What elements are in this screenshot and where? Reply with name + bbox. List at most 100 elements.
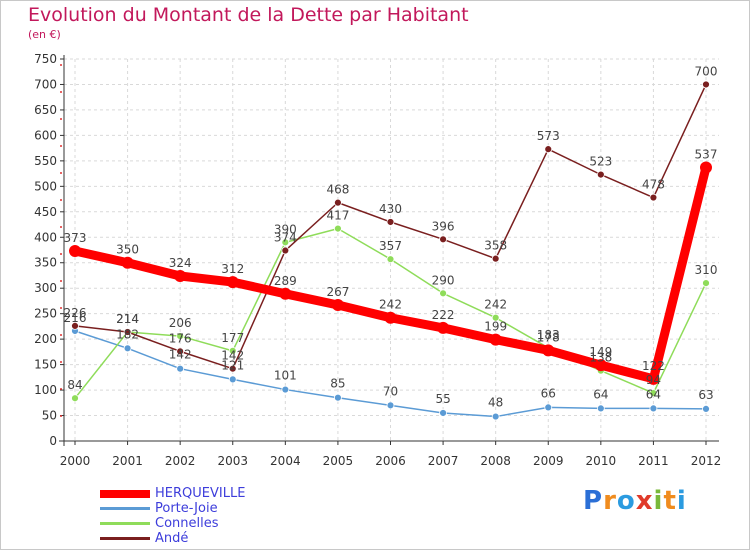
data-label: 222 xyxy=(432,308,455,322)
data-label: 55 xyxy=(435,392,450,406)
data-point xyxy=(174,269,187,282)
y-tick-label: 650 xyxy=(34,103,57,117)
data-label: 324 xyxy=(169,256,192,270)
data-point xyxy=(281,246,290,255)
y-tick-label: 450 xyxy=(34,205,57,219)
data-point xyxy=(281,385,290,394)
logo-letter: P xyxy=(583,486,604,516)
logo-letter: x xyxy=(635,486,654,516)
legend-label: Connelles xyxy=(155,516,219,531)
data-label: 182 xyxy=(116,327,139,341)
data-label: 523 xyxy=(589,155,612,169)
data-label: 48 xyxy=(488,396,503,410)
data-point xyxy=(437,321,450,334)
data-point xyxy=(281,238,290,247)
x-tick-label: 2007 xyxy=(428,454,459,468)
data-point xyxy=(71,394,79,403)
data-point xyxy=(334,198,342,207)
data-label: 310 xyxy=(695,263,718,277)
data-point xyxy=(596,404,605,413)
y-tick-label: 350 xyxy=(34,256,57,270)
y-tick-label: 550 xyxy=(34,154,57,168)
data-label: 468 xyxy=(326,183,349,197)
data-label: 64 xyxy=(646,387,661,401)
data-point xyxy=(594,359,607,372)
logo-letter: o xyxy=(616,486,636,516)
data-point xyxy=(649,389,658,398)
legend-label: Andé xyxy=(155,531,189,546)
data-label: 289 xyxy=(274,274,297,288)
data-label: 242 xyxy=(484,298,507,312)
data-label: 396 xyxy=(432,219,455,233)
x-tick-label: 2005 xyxy=(323,454,354,468)
y-tick-label: 200 xyxy=(34,332,57,346)
data-label: 122 xyxy=(642,359,665,373)
data-point xyxy=(386,255,395,264)
data-label: 374 xyxy=(274,231,297,245)
data-point xyxy=(384,311,397,324)
chart-legend: HERQUEVILLE Porte-Joie Connelles Andé xyxy=(100,486,360,546)
x-tick-label: 2011 xyxy=(638,454,669,468)
chart-subtitle: (en €) xyxy=(28,28,61,41)
chart-title: Evolution du Montant de la Dette par Hab… xyxy=(28,4,469,26)
data-point xyxy=(226,276,239,289)
data-point xyxy=(649,193,658,202)
data-point xyxy=(702,80,710,89)
y-tick-label: 50 xyxy=(42,409,57,423)
data-label: 358 xyxy=(484,239,507,253)
data-point xyxy=(331,299,344,312)
x-tick-label: 2006 xyxy=(375,454,406,468)
data-label: 183 xyxy=(537,328,560,342)
data-point xyxy=(702,405,710,413)
data-point xyxy=(386,401,395,410)
data-label: 63 xyxy=(698,388,713,402)
x-tick-label: 2002 xyxy=(165,454,196,468)
data-label: 138 xyxy=(589,351,612,365)
data-point xyxy=(491,313,500,322)
data-point xyxy=(596,170,605,179)
data-label: 142 xyxy=(169,348,192,362)
data-point xyxy=(176,364,185,373)
data-point xyxy=(439,289,447,298)
data-point xyxy=(542,344,555,357)
data-point xyxy=(544,403,553,412)
data-label: 214 xyxy=(116,312,139,326)
legend-item: HERQUEVILLE xyxy=(100,486,360,501)
data-label: 573 xyxy=(537,129,560,143)
data-point xyxy=(439,235,447,244)
data-label: 267 xyxy=(326,285,349,299)
data-label: 178 xyxy=(537,330,560,344)
data-label: 357 xyxy=(379,239,402,253)
data-point xyxy=(386,218,395,226)
legend-swatch xyxy=(100,537,150,540)
data-label: 290 xyxy=(432,273,455,287)
data-point xyxy=(279,287,292,300)
legend-label: HERQUEVILLE xyxy=(155,486,246,501)
y-tick-label: 300 xyxy=(34,281,57,295)
legend-label: Porte-Joie xyxy=(155,501,218,516)
data-label: 66 xyxy=(541,386,556,400)
data-label: 537 xyxy=(695,147,718,161)
data-point xyxy=(491,254,500,263)
data-label: 312 xyxy=(221,262,244,276)
data-label: 430 xyxy=(379,202,402,216)
data-point xyxy=(649,404,658,413)
logo-letter: t xyxy=(663,486,677,516)
data-label: 101 xyxy=(274,369,297,383)
data-point xyxy=(71,321,79,330)
data-label: 94 xyxy=(646,373,661,387)
data-label: 216 xyxy=(64,311,87,325)
data-label: 199 xyxy=(484,320,507,334)
y-tick-label: 100 xyxy=(34,383,57,397)
data-label: 142 xyxy=(221,349,244,363)
data-point xyxy=(123,328,132,336)
y-tick-label: 0 xyxy=(49,434,57,448)
data-point xyxy=(334,224,342,233)
x-tick-label: 2010 xyxy=(586,454,617,468)
data-label: 64 xyxy=(593,387,608,401)
legend-item: Porte-Joie xyxy=(100,501,360,516)
data-label: 70 xyxy=(383,384,398,398)
data-label: 390 xyxy=(274,222,297,236)
